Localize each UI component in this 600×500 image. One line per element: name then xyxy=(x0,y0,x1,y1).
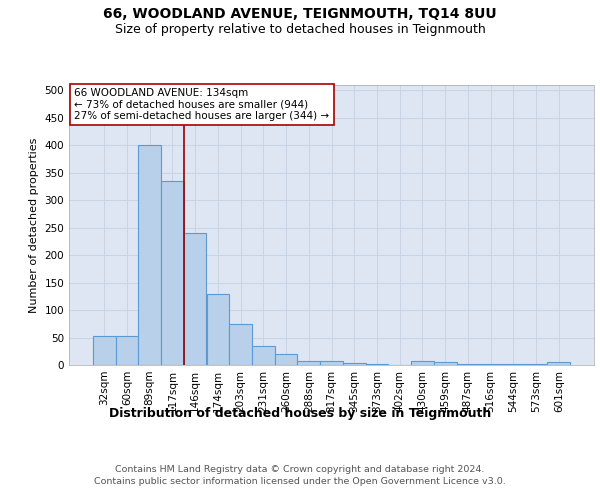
Text: 66, WOODLAND AVENUE, TEIGNMOUTH, TQ14 8UU: 66, WOODLAND AVENUE, TEIGNMOUTH, TQ14 8U… xyxy=(103,8,497,22)
Bar xyxy=(184,233,206,365)
Bar xyxy=(434,362,457,365)
Bar xyxy=(502,364,524,365)
Bar xyxy=(343,364,365,365)
Bar xyxy=(206,294,229,365)
Bar xyxy=(457,364,479,365)
Text: 66 WOODLAND AVENUE: 134sqm
← 73% of detached houses are smaller (944)
27% of sem: 66 WOODLAND AVENUE: 134sqm ← 73% of deta… xyxy=(74,88,329,121)
Text: Distribution of detached houses by size in Teignmouth: Distribution of detached houses by size … xyxy=(109,408,491,420)
Bar xyxy=(229,324,252,365)
Bar xyxy=(139,146,161,365)
Bar xyxy=(93,336,116,365)
Bar xyxy=(298,361,320,365)
Y-axis label: Number of detached properties: Number of detached properties xyxy=(29,138,39,312)
Bar xyxy=(320,360,343,365)
Text: Contains public sector information licensed under the Open Government Licence v3: Contains public sector information licen… xyxy=(94,478,506,486)
Bar xyxy=(116,336,139,365)
Bar xyxy=(479,364,502,365)
Bar xyxy=(365,364,388,365)
Bar xyxy=(161,181,184,365)
Text: Size of property relative to detached houses in Teignmouth: Size of property relative to detached ho… xyxy=(115,22,485,36)
Bar xyxy=(252,346,275,365)
Bar xyxy=(411,361,434,365)
Bar xyxy=(275,354,298,365)
Bar xyxy=(524,364,547,365)
Bar xyxy=(547,362,570,365)
Text: Contains HM Land Registry data © Crown copyright and database right 2024.: Contains HM Land Registry data © Crown c… xyxy=(115,465,485,474)
